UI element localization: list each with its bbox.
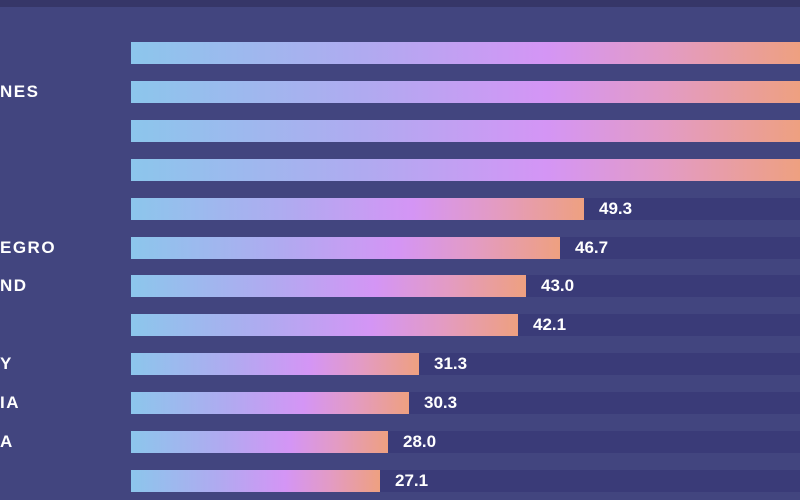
bar [131, 314, 518, 336]
category-label: A [0, 432, 14, 451]
bar [131, 159, 800, 181]
value-label: 43.0 [541, 276, 575, 295]
category-label: Y [0, 354, 13, 373]
category-label: ND [0, 276, 28, 295]
value-label: 27.1 [395, 471, 429, 490]
value-label: 46.7 [575, 238, 609, 257]
bar [131, 237, 560, 259]
bar [131, 353, 419, 375]
bar [131, 470, 380, 492]
category-label: IA [0, 393, 20, 412]
top-strip [0, 0, 800, 7]
value-label: 42.1 [533, 315, 567, 334]
category-label: EGRO [0, 238, 57, 257]
bar [131, 120, 800, 142]
bar [131, 431, 388, 453]
bar [131, 392, 409, 414]
value-label: 49.3 [599, 199, 633, 218]
bar [131, 81, 800, 103]
bar [131, 275, 526, 297]
bar [131, 42, 800, 64]
value-label: 31.3 [434, 354, 468, 373]
bar [131, 198, 584, 220]
category-label: NES [0, 82, 40, 101]
value-label: 28.0 [403, 432, 437, 451]
value-label: 30.3 [424, 393, 458, 412]
